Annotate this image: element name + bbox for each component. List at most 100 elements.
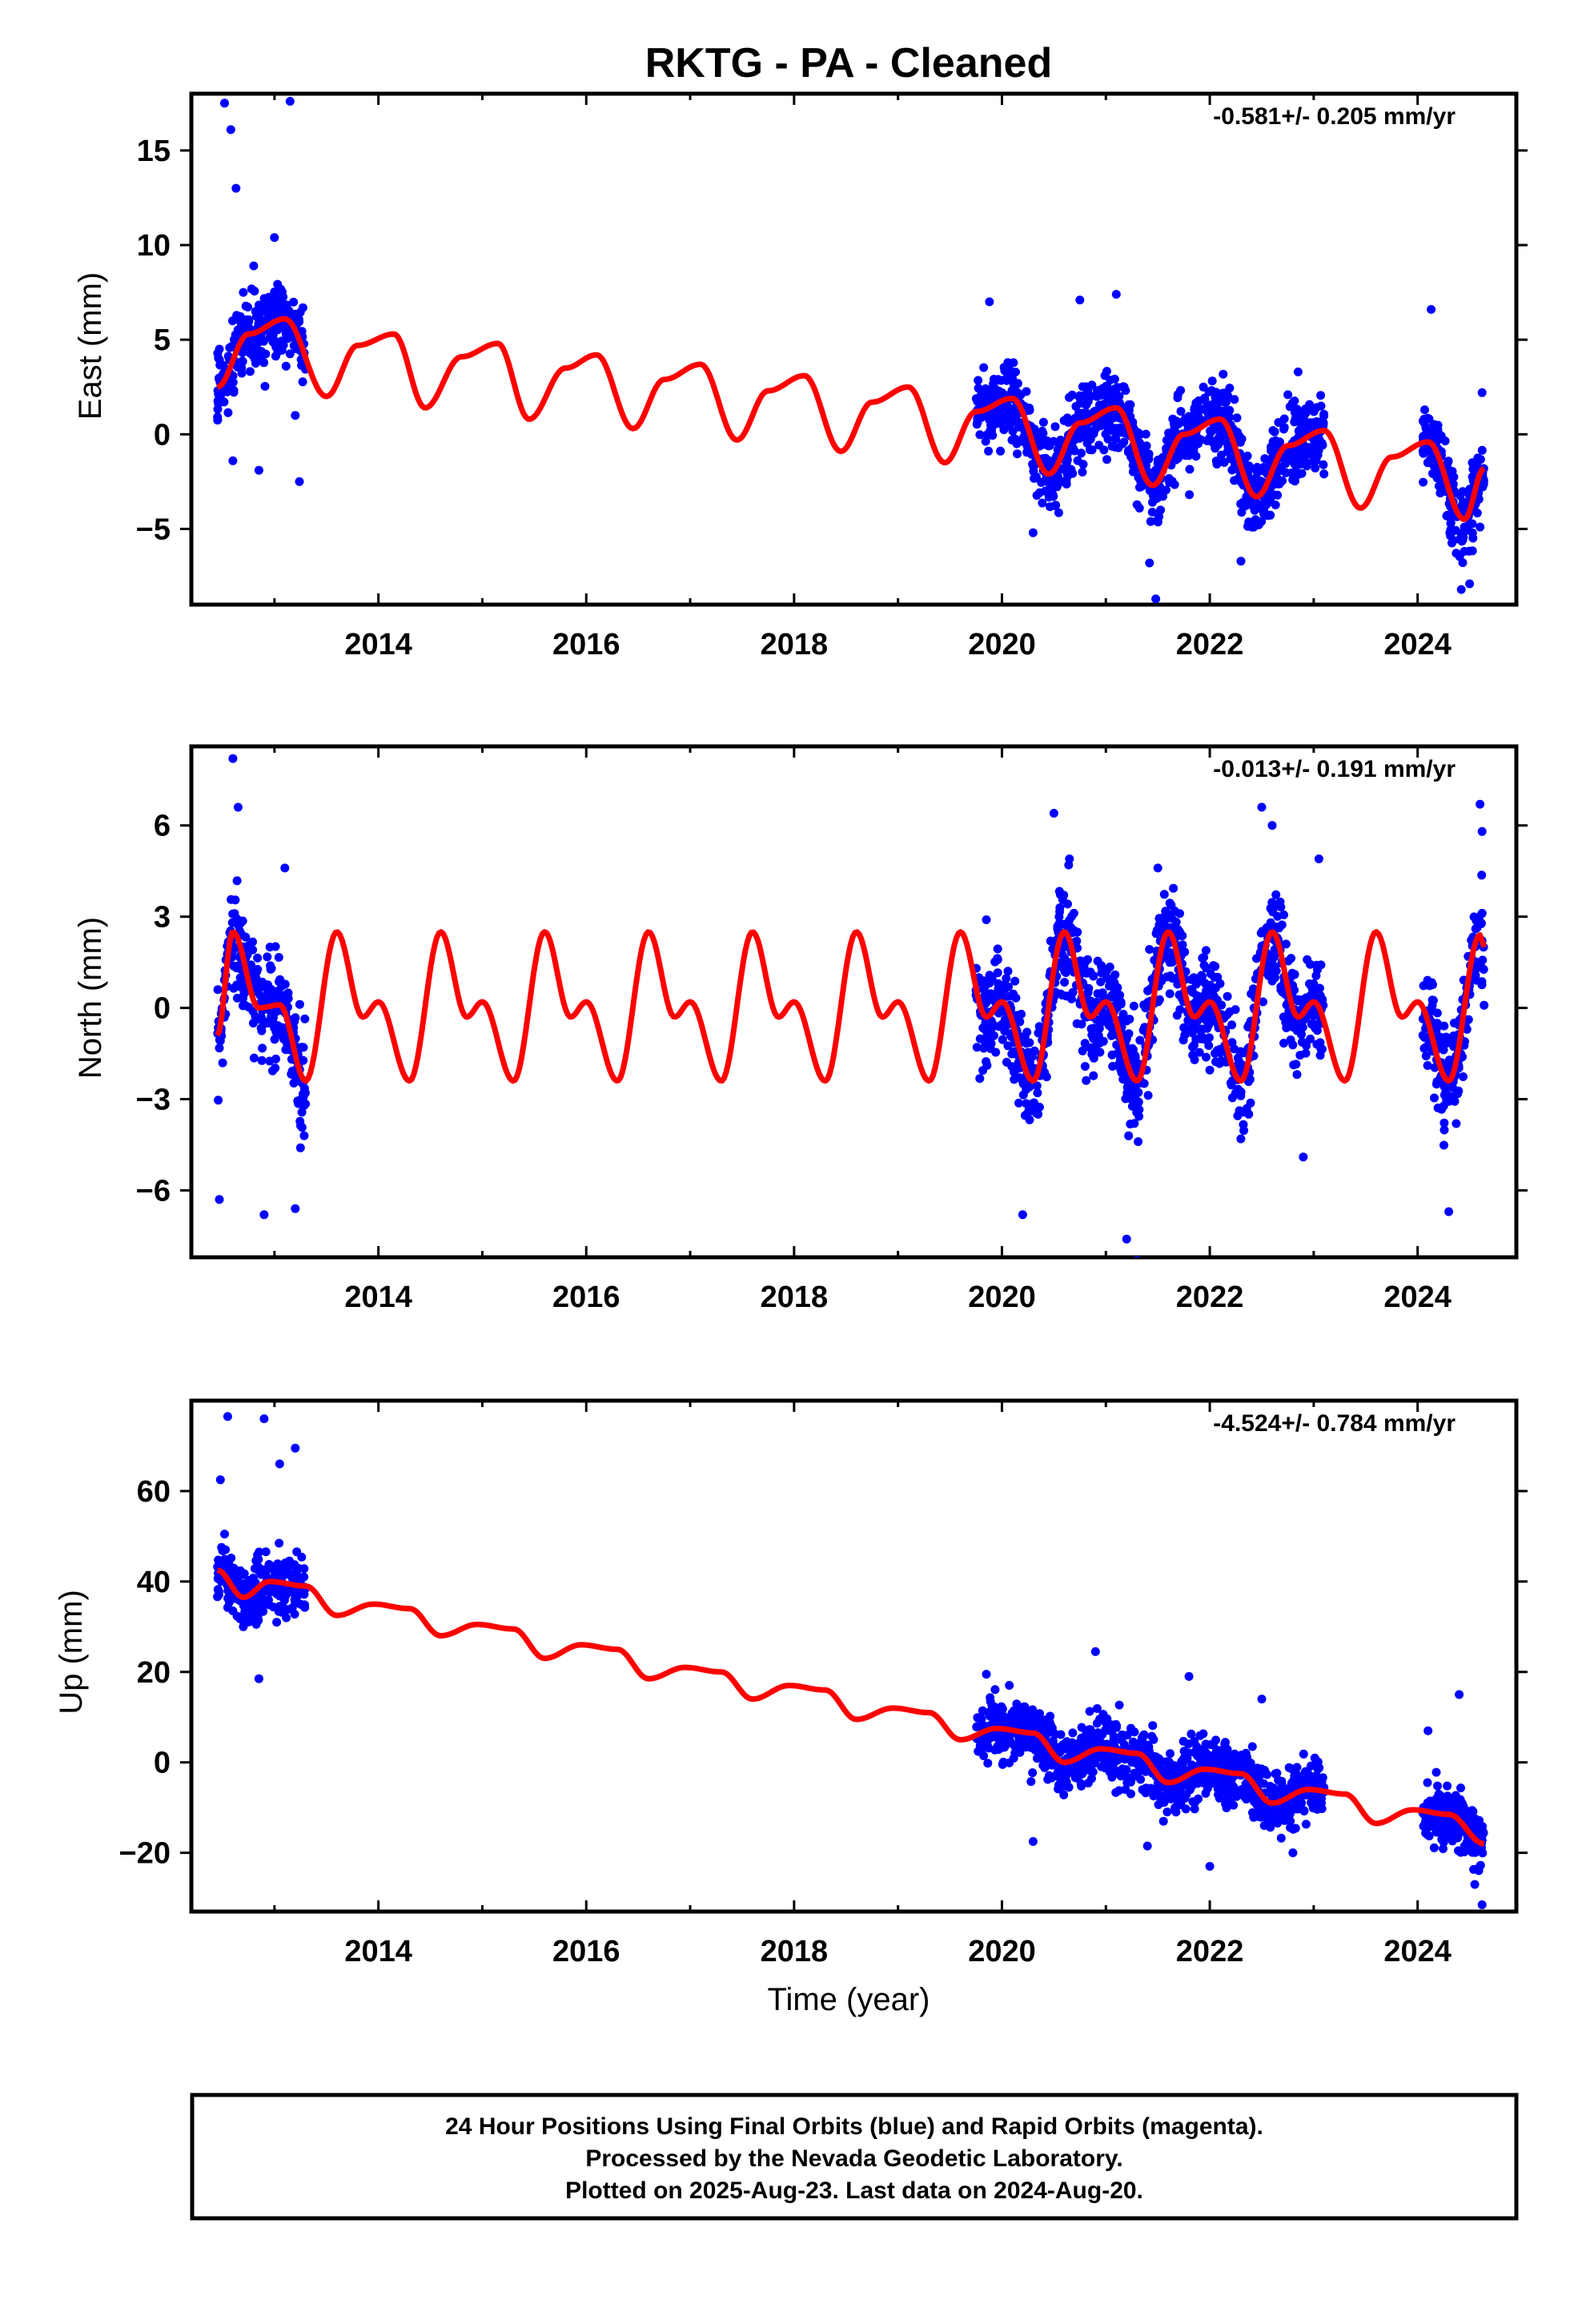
east-data-point <box>223 408 233 417</box>
east-data-point <box>1449 472 1459 481</box>
north-data-point <box>1116 999 1126 1009</box>
north-data-point <box>295 1143 305 1152</box>
north-data-point <box>1444 1207 1454 1216</box>
north-data-point <box>1018 1079 1028 1088</box>
north-data-point <box>1134 1137 1143 1147</box>
up-data-point <box>1076 1779 1086 1788</box>
east-data-point <box>1221 432 1231 441</box>
north-data-point <box>1122 1234 1131 1244</box>
north-rate-label: -0.013+/- 0.191 mm/yr <box>1213 756 1456 782</box>
up-data-point <box>1434 1789 1443 1799</box>
north-data-point <box>1186 975 1196 984</box>
up-data-point <box>291 1443 300 1453</box>
up-data-point <box>1228 1757 1237 1767</box>
up-data-point <box>227 1554 236 1562</box>
up-data-point <box>1005 1758 1014 1767</box>
up-data-point <box>1035 1709 1044 1719</box>
east-data-point <box>1232 413 1242 423</box>
up-data-point <box>1045 1771 1054 1780</box>
east-data-point <box>295 476 304 486</box>
north-data-point <box>299 1101 309 1110</box>
east-data-point <box>1011 368 1020 377</box>
north-data-point <box>1009 1068 1018 1076</box>
north-x-tick-label: 2014 <box>344 1281 412 1314</box>
up-data-point <box>1455 1690 1464 1699</box>
north-data-point <box>1302 1041 1311 1051</box>
up-data-point <box>1297 1776 1307 1786</box>
north-data-point <box>1118 1009 1128 1019</box>
east-data-point <box>1074 408 1083 418</box>
north-panel: North (mm) -0.013+/- 0.191 mm/yr 2014 201… <box>73 744 1528 1314</box>
up-data-point <box>1431 1815 1440 1824</box>
up-data-point <box>265 1563 275 1573</box>
north-y-tick-label: 6 <box>154 810 171 843</box>
east-data-point <box>1468 533 1478 543</box>
north-data-point <box>274 953 283 962</box>
up-data-point <box>1021 1742 1030 1751</box>
up-data-point <box>1028 1768 1038 1778</box>
east-data-point <box>243 302 252 312</box>
east-data-point <box>1203 408 1213 418</box>
east-data-point <box>1025 404 1034 412</box>
north-data-point <box>1003 967 1013 976</box>
north-data-point <box>1216 1056 1226 1066</box>
north-data-point <box>1010 976 1020 986</box>
north-data-point <box>1118 1016 1128 1026</box>
north-data-point <box>1480 1000 1489 1010</box>
north-data-point <box>1316 960 1326 970</box>
footer-frame <box>190 2093 1519 2221</box>
north-data-point <box>975 1074 985 1084</box>
up-data-point <box>978 1737 987 1746</box>
up-data-point <box>239 1601 248 1610</box>
east-data-point <box>1291 408 1299 417</box>
north-data-point <box>1439 1021 1449 1031</box>
north-data-point <box>1159 890 1169 899</box>
north-data-point <box>218 1058 227 1068</box>
north-data-point <box>1242 1104 1251 1113</box>
east-data-point <box>1446 519 1456 529</box>
east-data-point <box>215 344 224 354</box>
east-data-point <box>1476 522 1485 532</box>
up-data-point <box>1301 1819 1311 1829</box>
north-data-point <box>1223 991 1232 1001</box>
east-data-point <box>1000 366 1010 376</box>
up-data-point <box>1047 1760 1057 1770</box>
north-data-point <box>1418 1031 1427 1040</box>
east-data-point <box>298 377 307 387</box>
east-data-point <box>1174 453 1182 463</box>
north-data-point <box>1135 1035 1145 1045</box>
east-data-point <box>1075 399 1085 408</box>
east-data-point <box>1283 456 1293 465</box>
east-data-point <box>281 361 291 371</box>
up-data-point <box>1077 1723 1086 1732</box>
east-data-point <box>1089 426 1098 436</box>
east-data-point <box>1295 448 1305 458</box>
up-x-tick-label: 2024 <box>1383 1935 1452 1968</box>
north-data-point <box>1449 1019 1459 1027</box>
north-data-point <box>998 1035 1007 1044</box>
up-data-point <box>1275 1786 1284 1795</box>
east-data-point <box>1029 467 1038 476</box>
east-data-point <box>1233 428 1242 437</box>
east-data-point <box>263 307 272 316</box>
up-data-point <box>242 1578 251 1588</box>
east-data-point <box>1022 387 1031 396</box>
north-data-point <box>1236 1134 1246 1144</box>
up-data-point <box>1090 1647 1100 1656</box>
north-data-point <box>1478 955 1488 965</box>
east-data-point <box>1038 498 1047 508</box>
up-plot-frame <box>189 1398 1519 1914</box>
north-y-tick-label: 0 <box>154 992 171 1026</box>
north-data-point <box>1028 1104 1037 1113</box>
up-data-point <box>1114 1700 1124 1710</box>
north-data-point <box>248 945 258 955</box>
up-data-point <box>1288 1824 1298 1834</box>
north-data-point <box>1444 1096 1454 1106</box>
up-data-point <box>290 1610 299 1619</box>
up-data-point <box>249 1599 259 1608</box>
east-data-point <box>1242 492 1251 501</box>
north-data-point <box>1477 870 1487 880</box>
north-x-tick-label: 2016 <box>552 1281 620 1314</box>
east-data-point <box>1420 405 1429 415</box>
up-data-point <box>985 1732 994 1742</box>
